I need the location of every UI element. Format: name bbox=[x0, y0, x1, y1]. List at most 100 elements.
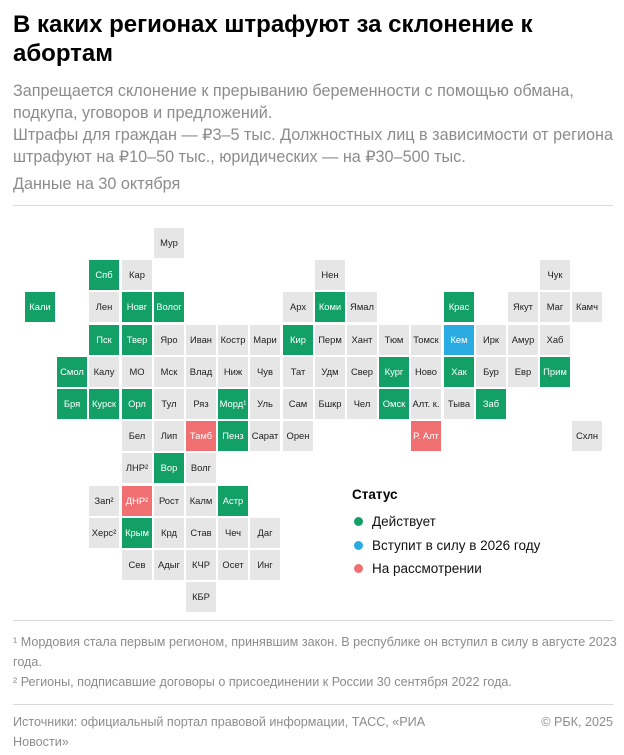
region-tile: Тамб bbox=[186, 421, 216, 451]
region-tile: Кург bbox=[379, 357, 409, 387]
region-tile: Хаб bbox=[540, 325, 570, 355]
region-tile: Ямал bbox=[347, 292, 377, 322]
region-tile: ЛНР² bbox=[122, 453, 152, 483]
region-tile: Хак bbox=[444, 357, 474, 387]
region-tile: Мари bbox=[250, 325, 280, 355]
legend-dot-active bbox=[354, 517, 363, 527]
bottom-divider bbox=[13, 620, 613, 621]
region-tile: Мск bbox=[154, 357, 184, 387]
region-tile: Сарат bbox=[250, 421, 280, 451]
region-tile: Осет bbox=[218, 550, 248, 580]
region-tile: Даг bbox=[250, 518, 280, 548]
legend-label: На рассмотрении bbox=[372, 561, 482, 577]
region-tile: Иван bbox=[186, 325, 216, 355]
region-tile: Лип bbox=[154, 421, 184, 451]
region-tile: Волог bbox=[154, 292, 184, 322]
region-tile: Смол bbox=[57, 357, 87, 387]
region-tile: Сам bbox=[283, 389, 313, 419]
region-tile: Чеч bbox=[218, 518, 248, 548]
region-tile: Кали bbox=[25, 292, 55, 322]
legend-label: Действует bbox=[372, 514, 436, 530]
region-tile: КБР bbox=[186, 582, 216, 612]
region-tile: Алт. к. bbox=[411, 389, 441, 419]
footnotes: ¹ Мордовия стала первым регионом, приняв… bbox=[13, 632, 618, 692]
region-tile: Яро bbox=[154, 325, 184, 355]
region-tile: Рост bbox=[154, 486, 184, 516]
region-tile: Чув bbox=[250, 357, 280, 387]
footnote-1: ¹ Мордовия стала первым регионом, приняв… bbox=[13, 635, 617, 669]
region-tile: Волг bbox=[186, 453, 216, 483]
region-tile: Кар bbox=[122, 260, 152, 290]
subtitle-line: Штрафы для граждан — ₽3–5 тыс. Должностн… bbox=[13, 126, 613, 166]
subtitle: Запрещается склонение к прерыванию берем… bbox=[13, 80, 618, 168]
region-tile: Ниж bbox=[218, 357, 248, 387]
region-tile: Нен bbox=[315, 260, 345, 290]
region-tile: Уль bbox=[250, 389, 280, 419]
top-divider bbox=[13, 205, 613, 206]
region-tile: Бел bbox=[122, 421, 152, 451]
region-tile: Тат bbox=[283, 357, 313, 387]
date-note: Данные на 30 октября bbox=[13, 175, 181, 193]
region-tile: Зап² bbox=[89, 486, 119, 516]
region-tile: КЧР bbox=[186, 550, 216, 580]
region-tile: Свер bbox=[347, 357, 377, 387]
region-tile: Схлн bbox=[572, 421, 602, 451]
region-tile: Орен bbox=[283, 421, 313, 451]
region-tile: Тыва bbox=[444, 389, 474, 419]
region-tile: Тюм bbox=[379, 325, 409, 355]
region-tile: Став bbox=[186, 518, 216, 548]
region-tile: МО bbox=[122, 357, 152, 387]
region-tile: Инг bbox=[250, 550, 280, 580]
region-tile: Пенз bbox=[218, 421, 248, 451]
region-tile: Чук bbox=[540, 260, 570, 290]
region-tile: Херс² bbox=[89, 518, 119, 548]
region-tile: ДНР² bbox=[122, 486, 152, 516]
region-tile: Ново bbox=[411, 357, 441, 387]
region-tile: Орл bbox=[122, 389, 152, 419]
region-tile: Ирк bbox=[476, 325, 506, 355]
region-tile: Чел bbox=[347, 389, 377, 419]
region-tile: Ряз bbox=[186, 389, 216, 419]
legend-item-planned: Вступит в силу в 2026 году bbox=[352, 534, 592, 558]
region-tile: Пск bbox=[89, 325, 119, 355]
region-tile: Астр bbox=[218, 486, 248, 516]
sources-text: Источники: официальный портал правовой и… bbox=[13, 715, 426, 749]
region-tile: Бшкр bbox=[315, 389, 345, 419]
region-tile: Сев bbox=[122, 550, 152, 580]
region-tile: Тул bbox=[154, 389, 184, 419]
region-tile: Кем bbox=[444, 325, 474, 355]
region-tile: Прим bbox=[540, 357, 570, 387]
region-tile: Р. Алт bbox=[411, 421, 441, 451]
region-tile: Бур bbox=[476, 357, 506, 387]
region-tile: Якут bbox=[508, 292, 538, 322]
region-tile: Евр bbox=[508, 357, 538, 387]
region-tile: Хант bbox=[347, 325, 377, 355]
region-tile: Мур bbox=[154, 228, 184, 258]
footnote-2: ² Регионы, подписавшие договоры о присое… bbox=[13, 675, 512, 689]
region-tile: Вор bbox=[154, 453, 184, 483]
region-tile: Морд¹ bbox=[218, 389, 248, 419]
legend-title: Статус bbox=[352, 487, 398, 502]
region-tile: Камч bbox=[572, 292, 602, 322]
region-tile: Кир bbox=[283, 325, 313, 355]
legend-item-active: Действует bbox=[352, 510, 592, 534]
legend-dot-review bbox=[354, 564, 363, 574]
region-tile: Курск bbox=[89, 389, 119, 419]
region-tile: Влад bbox=[186, 357, 216, 387]
legend-label: Вступит в силу в 2026 году bbox=[372, 537, 541, 553]
region-tile: Крд bbox=[154, 518, 184, 548]
region-tile: Крас bbox=[444, 292, 474, 322]
footer-divider bbox=[13, 704, 613, 705]
legend-item-review: На рассмотрении bbox=[352, 557, 592, 581]
region-tile: Амур bbox=[508, 325, 538, 355]
region-tile: Лен bbox=[89, 292, 119, 322]
region-tile: Калм bbox=[186, 486, 216, 516]
region-tile: Омск bbox=[379, 389, 409, 419]
legend-dot-planned bbox=[354, 540, 363, 550]
copyright-text: © РБК, 2025 bbox=[541, 715, 613, 729]
region-tile: Коми bbox=[315, 292, 345, 322]
region-tile: Томск bbox=[411, 325, 441, 355]
region-tile: Маг bbox=[540, 292, 570, 322]
region-tile: Бря bbox=[57, 389, 87, 419]
